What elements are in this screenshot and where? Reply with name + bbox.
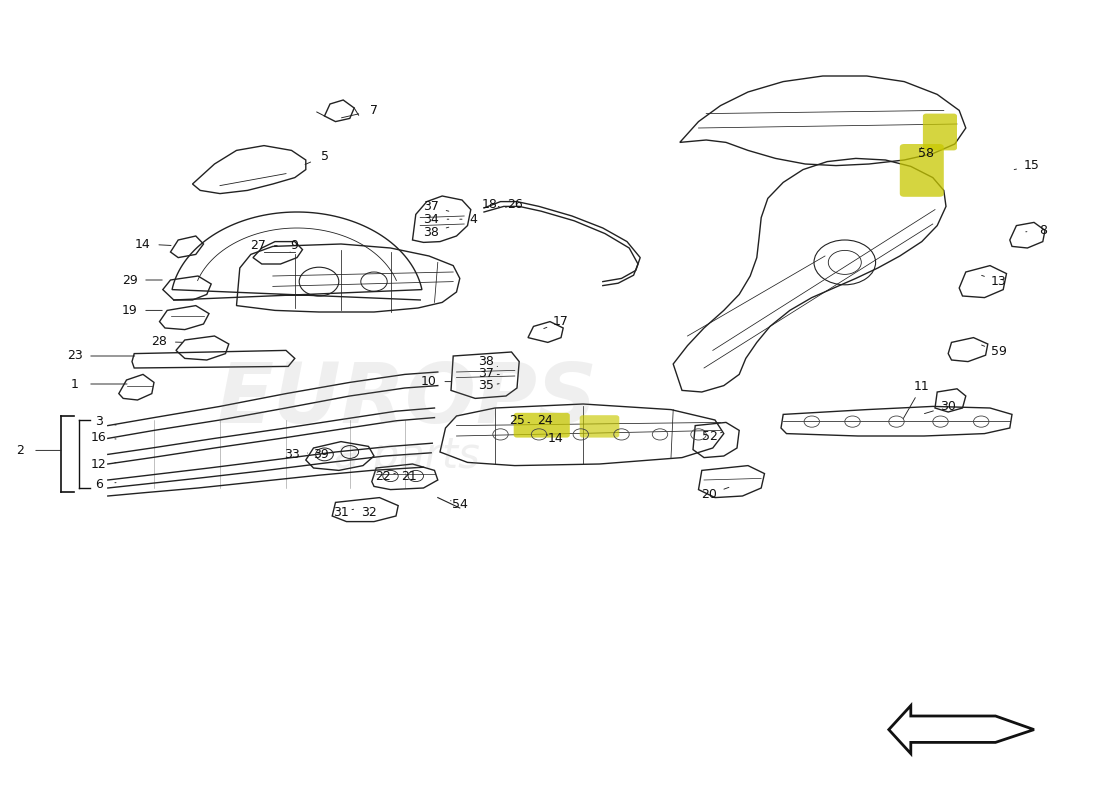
Text: 35: 35 <box>478 379 494 392</box>
FancyBboxPatch shape <box>580 415 619 438</box>
Text: EUROPS: EUROPS <box>217 359 597 441</box>
Text: 13: 13 <box>991 275 1006 288</box>
FancyBboxPatch shape <box>900 144 944 197</box>
Polygon shape <box>889 706 1034 754</box>
Text: 16: 16 <box>91 431 107 444</box>
Text: 14: 14 <box>135 238 151 250</box>
Text: 37: 37 <box>478 367 494 380</box>
Text: 30: 30 <box>940 400 956 413</box>
FancyBboxPatch shape <box>514 413 570 438</box>
Text: 22: 22 <box>375 470 390 482</box>
Text: 38: 38 <box>424 226 439 238</box>
Text: 15: 15 <box>1024 159 1040 172</box>
Text: 59: 59 <box>991 346 1006 358</box>
Text: 20: 20 <box>702 488 717 501</box>
FancyBboxPatch shape <box>923 114 957 150</box>
Text: 6: 6 <box>95 478 103 490</box>
Text: 4: 4 <box>469 213 477 226</box>
Text: 2: 2 <box>15 444 24 457</box>
Text: 26: 26 <box>507 198 522 210</box>
Text: 31: 31 <box>333 506 349 518</box>
Text: 32: 32 <box>361 506 376 518</box>
Text: 9: 9 <box>289 239 298 252</box>
Text: 38: 38 <box>478 355 494 368</box>
Text: 54: 54 <box>452 498 468 510</box>
Text: 23: 23 <box>67 350 82 362</box>
Text: 52: 52 <box>702 430 717 442</box>
Text: 1: 1 <box>70 378 79 390</box>
Text: 10: 10 <box>421 375 437 388</box>
Text: 3: 3 <box>95 415 103 428</box>
Text: 5: 5 <box>320 150 329 162</box>
Text: a parts: a parts <box>334 435 480 477</box>
Text: 18: 18 <box>482 198 497 210</box>
Text: 25: 25 <box>509 414 525 426</box>
Text: 7: 7 <box>370 104 378 117</box>
Text: 24: 24 <box>537 414 552 426</box>
Text: 28: 28 <box>152 335 167 348</box>
Text: 11: 11 <box>914 380 929 393</box>
Text: 29: 29 <box>122 274 138 286</box>
Text: 34: 34 <box>424 213 439 226</box>
Text: 8: 8 <box>1038 224 1047 237</box>
Text: 17: 17 <box>553 315 569 328</box>
Text: 12: 12 <box>91 458 107 470</box>
Text: 39: 39 <box>314 448 329 461</box>
Text: 33: 33 <box>284 448 299 461</box>
Text: 14: 14 <box>548 432 563 445</box>
Text: 19: 19 <box>122 304 138 317</box>
Text: 21: 21 <box>402 470 417 482</box>
Text: 27: 27 <box>251 239 266 252</box>
Text: 58: 58 <box>918 147 934 160</box>
Text: 37: 37 <box>424 200 439 213</box>
